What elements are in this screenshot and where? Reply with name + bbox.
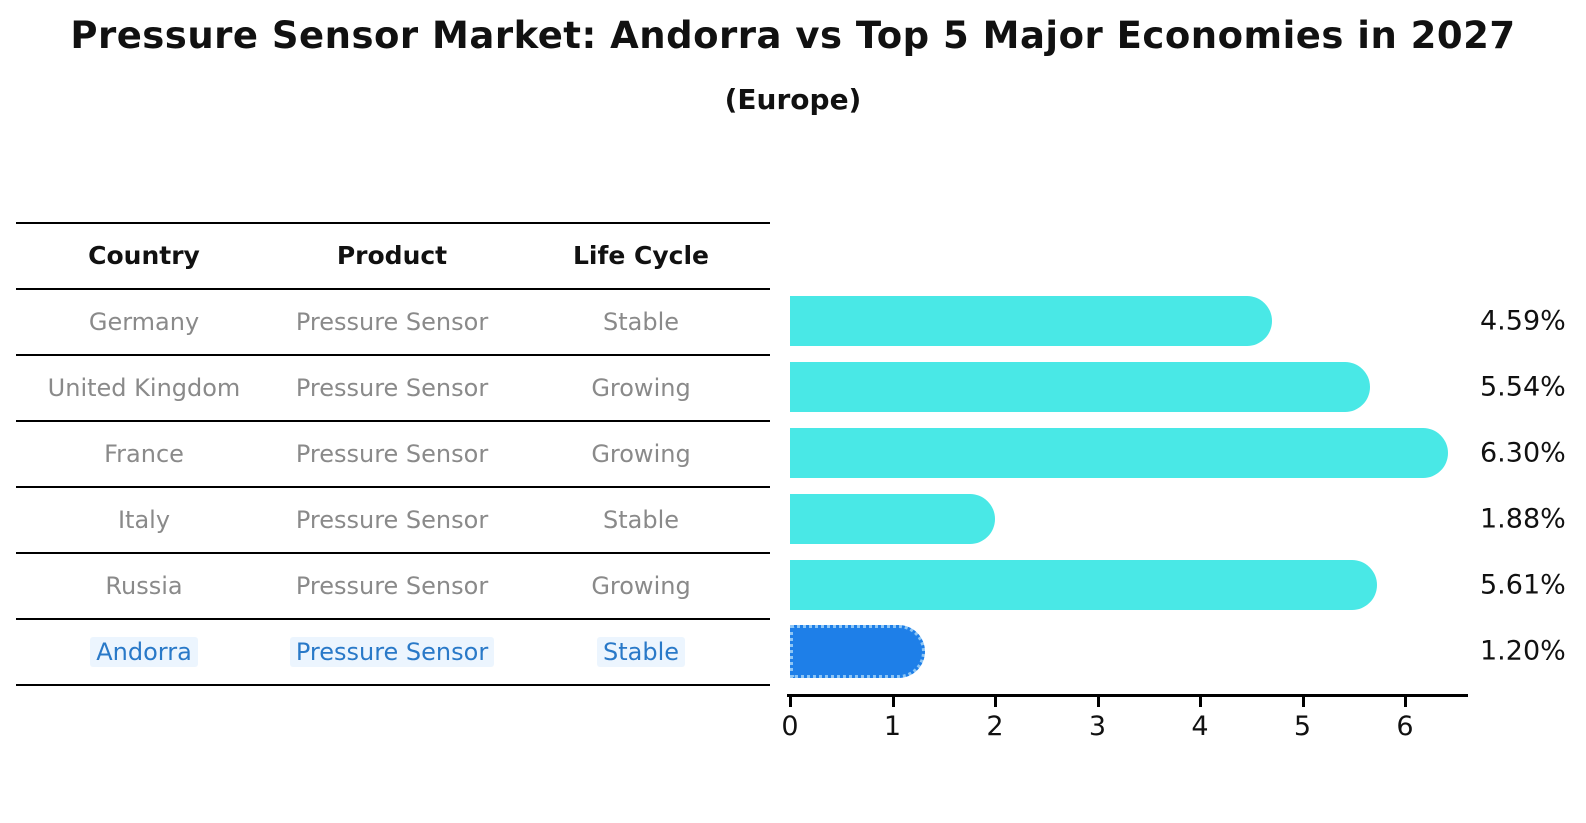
tick-label: 6 xyxy=(1396,711,1414,742)
tick-mark xyxy=(1301,697,1305,707)
tick-label: 4 xyxy=(1191,711,1209,742)
cell-country: France xyxy=(104,439,184,468)
table-row-france: France Pressure Sensor Growing xyxy=(16,422,770,488)
bar-france xyxy=(790,428,1448,478)
x-axis-line xyxy=(787,694,1468,697)
cell-product: Pressure Sensor xyxy=(295,439,489,468)
tick-mark xyxy=(1096,697,1100,707)
value-label-france: 6.30% xyxy=(1480,437,1566,469)
bar-row-italy: 1.88% xyxy=(790,486,1586,552)
cell-life-cycle: Growing xyxy=(591,439,691,468)
cell-life-cycle: Growing xyxy=(591,571,691,600)
table-row-united-kingdom: United Kingdom Pressure Sensor Growing xyxy=(16,356,770,422)
bar-germany xyxy=(790,296,1273,346)
value-label-andorra: 1.20% xyxy=(1480,635,1566,667)
cell-life-cycle: Stable xyxy=(602,307,680,336)
value-label-italy: 1.88% xyxy=(1480,503,1566,535)
bar-andorra xyxy=(790,625,925,678)
bar-chart: 4.59% 5.54% 6.30% 1.88% 5.61% 1.20% 0 1 … xyxy=(781,288,1586,754)
value-label-germany: 4.59% xyxy=(1480,305,1566,337)
cell-country: Germany xyxy=(88,307,200,336)
cell-product: Pressure Sensor xyxy=(295,505,489,534)
tick-label: 5 xyxy=(1293,711,1312,742)
tick-label: 3 xyxy=(1088,711,1107,742)
cell-country: Russia xyxy=(105,571,183,600)
bar-russia xyxy=(790,560,1378,610)
tick-mark xyxy=(789,697,792,707)
table-row-germany: Germany Pressure Sensor Stable xyxy=(16,290,770,356)
column-header-country: Country xyxy=(88,241,200,271)
bar-row-united-kingdom: 5.54% xyxy=(790,354,1586,420)
bar-row-germany: 4.59% xyxy=(790,288,1586,354)
cell-product: Pressure Sensor xyxy=(295,307,489,336)
tick-label: 2 xyxy=(986,711,1004,742)
cell-country: United Kingdom xyxy=(47,373,241,402)
cell-product: Pressure Sensor xyxy=(289,636,495,668)
tick-label: 0 xyxy=(781,711,799,742)
chart-subtitle: (Europe) xyxy=(724,83,862,116)
x-axis: 0 1 2 3 4 5 6 xyxy=(781,684,1586,754)
tick-label: 1 xyxy=(883,711,902,742)
bar-row-france: 6.30% xyxy=(790,420,1586,486)
cell-product: Pressure Sensor xyxy=(295,373,489,402)
bar-row-russia: 5.61% xyxy=(790,552,1586,618)
cell-country: Andorra xyxy=(90,636,198,668)
value-label-united-kingdom: 5.54% xyxy=(1480,371,1566,403)
country-table: Country Product Life Cycle Germany Press… xyxy=(16,222,770,686)
table-row-italy: Italy Pressure Sensor Stable xyxy=(16,488,770,554)
tick-mark xyxy=(994,697,997,707)
tick-mark xyxy=(1404,697,1407,707)
value-label-russia: 5.61% xyxy=(1480,569,1566,601)
bar-italy xyxy=(790,494,995,544)
chart-title: Pressure Sensor Market: Andorra vs Top 5… xyxy=(70,14,1516,57)
column-header-product: Product xyxy=(336,241,448,271)
cell-life-cycle: Growing xyxy=(591,373,691,402)
cell-country: Italy xyxy=(117,505,171,534)
table-header-row: Country Product Life Cycle xyxy=(16,224,770,290)
bar-row-andorra: 1.20% xyxy=(790,618,1586,684)
tick-mark xyxy=(1199,697,1202,707)
tick-mark xyxy=(891,697,895,707)
table-row-andorra: Andorra Pressure Sensor Stable xyxy=(16,620,770,686)
bar-united-kingdom xyxy=(790,362,1370,412)
column-header-life-cycle: Life Cycle xyxy=(572,241,710,271)
cell-life-cycle: Stable xyxy=(602,505,680,534)
cell-life-cycle: Stable xyxy=(596,636,686,668)
table-row-russia: Russia Pressure Sensor Growing xyxy=(16,554,770,620)
cell-product: Pressure Sensor xyxy=(295,571,489,600)
